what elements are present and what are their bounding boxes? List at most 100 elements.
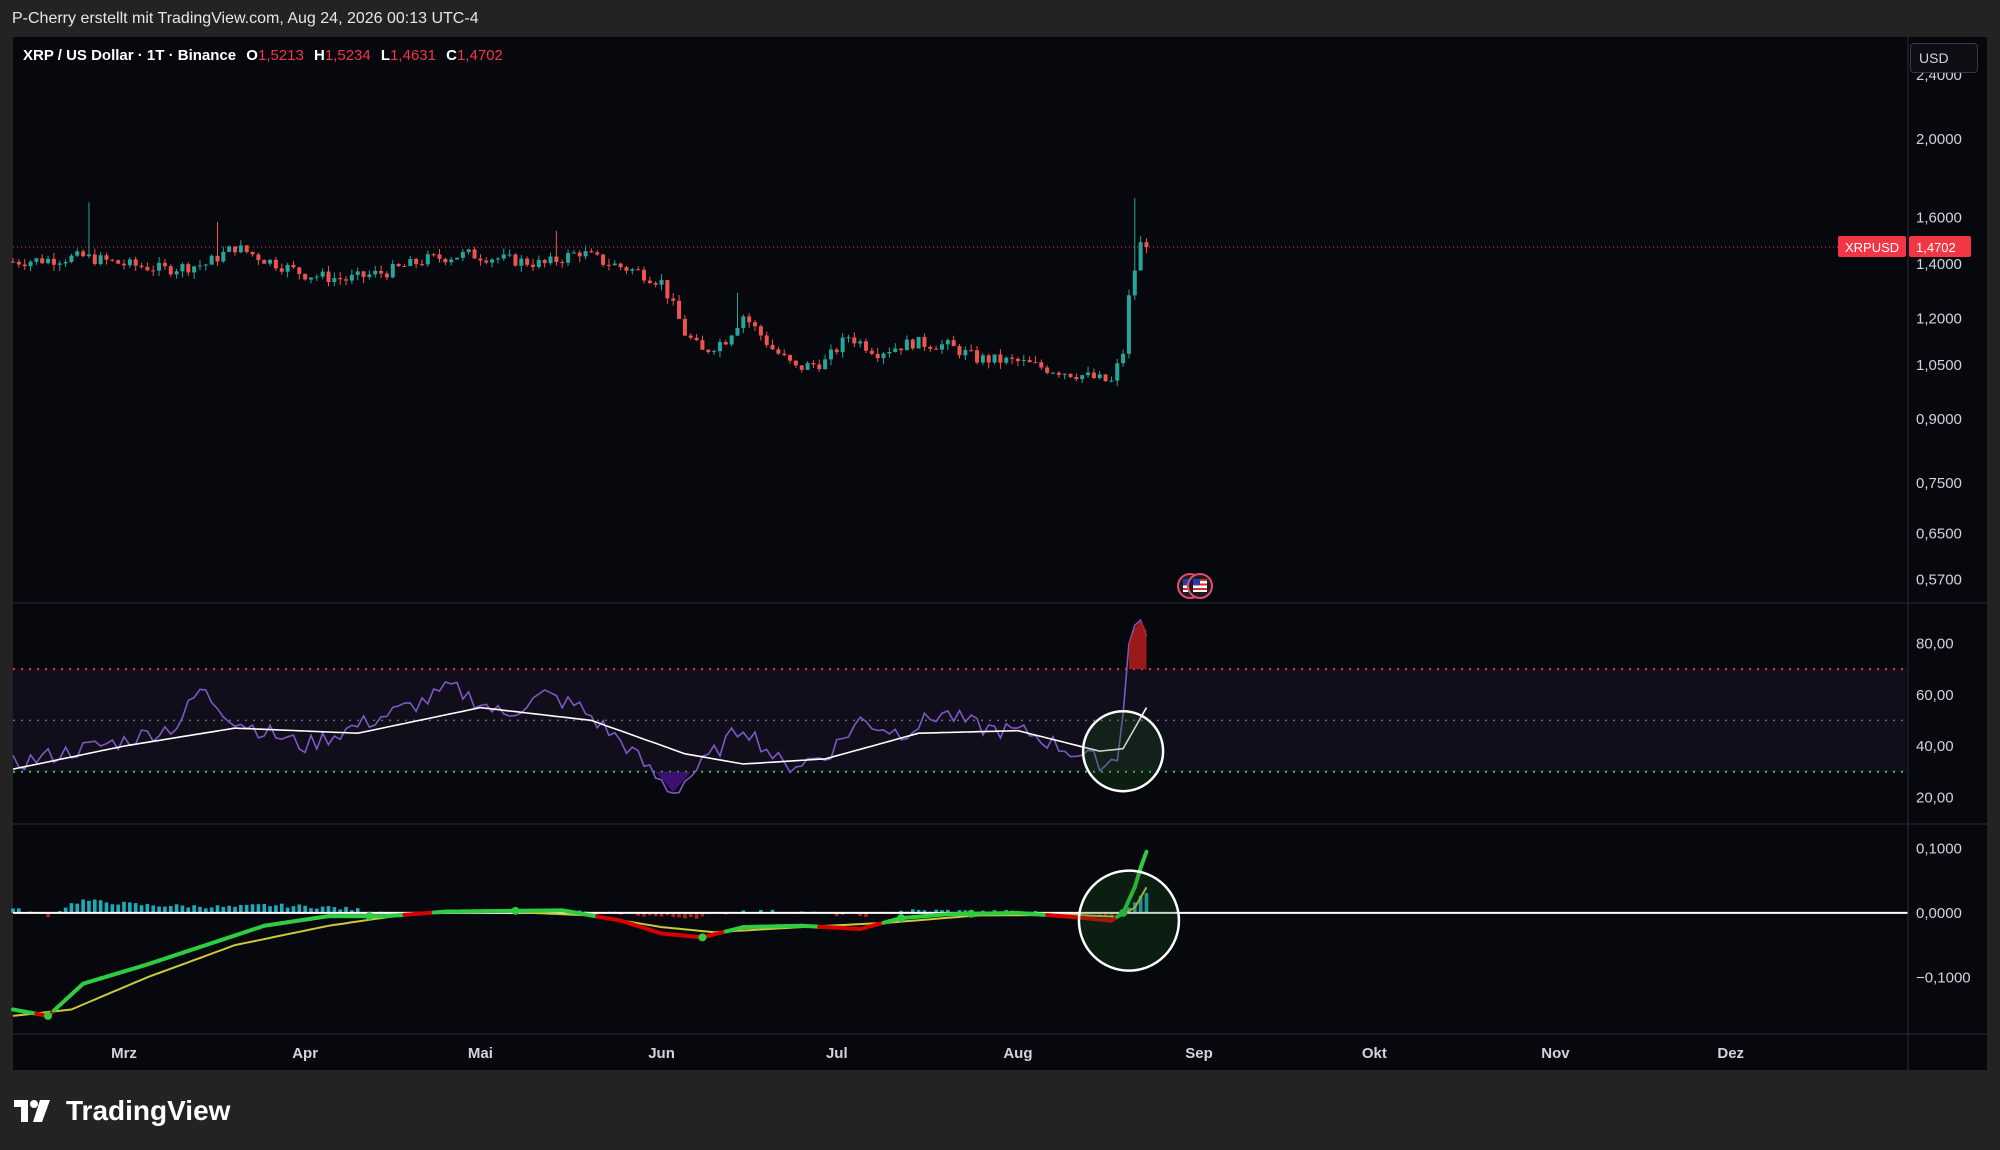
macd-histogram-bar <box>741 910 746 913</box>
price-tick-label: 0,7500 <box>1916 475 1962 492</box>
candle <box>753 322 758 327</box>
candle <box>238 245 243 253</box>
candle <box>986 355 991 363</box>
candle <box>770 344 775 350</box>
candle <box>484 260 489 263</box>
macd-cross-marker <box>698 933 707 942</box>
candle <box>449 259 454 263</box>
candle <box>747 316 752 323</box>
candle <box>221 251 226 262</box>
macd-histogram-bar <box>209 907 214 913</box>
candle <box>466 249 471 253</box>
us-flag-event-icon <box>1187 573 1213 599</box>
macd-histogram-bar <box>683 912 687 919</box>
macd-histogram-bar <box>69 903 74 913</box>
macd-histogram-bar <box>671 912 676 917</box>
candle <box>758 326 763 336</box>
macd-histogram-bar <box>320 906 325 913</box>
tradingview-logo[interactable]: TradingView <box>14 1095 230 1127</box>
symbol-title[interactable]: XRP / US Dollar · 1T · Binance <box>23 47 237 64</box>
candle <box>957 346 962 356</box>
macd-histogram-bar <box>250 904 255 913</box>
candle <box>793 360 798 366</box>
macd-histogram-bar <box>355 908 360 913</box>
candle <box>671 298 676 301</box>
currency-selector[interactable]: USD <box>1910 43 1978 73</box>
candle <box>279 268 284 272</box>
time-axis-label: Dez <box>1717 1045 1744 1062</box>
rsi-tick-label: 60,00 <box>1916 687 1954 704</box>
candle <box>1045 367 1050 373</box>
macd-histogram-bar <box>922 910 927 913</box>
candle <box>168 266 173 275</box>
candle <box>688 335 693 338</box>
macd-histogram-bar <box>98 900 103 913</box>
candle <box>828 349 833 360</box>
macd-histogram-bar <box>180 905 185 913</box>
macd-histogram-bar <box>659 912 664 917</box>
candle <box>887 352 892 354</box>
rsi-tick-label: 40,00 <box>1916 738 1954 755</box>
candle <box>104 255 109 260</box>
candle <box>659 280 664 285</box>
candle <box>980 355 985 363</box>
candle <box>81 251 86 257</box>
last-price-tag <box>1909 236 1971 258</box>
macd-histogram-bar <box>174 904 179 913</box>
macd-cross-marker <box>511 906 520 915</box>
macd-histogram-bar <box>198 906 202 913</box>
candle <box>776 349 781 354</box>
macd-histogram-bar <box>92 899 97 913</box>
low-value: 1,4631 <box>390 47 436 64</box>
candle <box>332 278 337 283</box>
macd-histogram-bar <box>899 910 903 913</box>
macd-histogram-bar <box>221 906 226 913</box>
rsi-tick-label: 20,00 <box>1916 789 1954 806</box>
chart-area[interactable] <box>13 37 1987 1070</box>
candle <box>379 270 384 274</box>
candle <box>139 265 144 267</box>
candle <box>460 252 465 258</box>
candle <box>373 270 378 275</box>
rsi-pane <box>12 618 1906 795</box>
candle <box>431 254 436 256</box>
candle <box>122 263 127 266</box>
candle <box>969 350 974 352</box>
macd-histogram-bar <box>11 908 15 913</box>
candle <box>326 271 331 283</box>
candle <box>606 264 611 266</box>
candle <box>151 270 156 272</box>
candle <box>22 264 27 267</box>
candle <box>268 259 273 264</box>
candle <box>589 251 594 253</box>
candle <box>11 261 15 263</box>
candle <box>939 344 944 350</box>
close-label: C <box>446 47 457 64</box>
rsi-oversold-fill <box>655 771 691 793</box>
candle <box>414 258 419 265</box>
candle <box>86 254 91 257</box>
macd-histogram-bar <box>128 902 132 913</box>
candle <box>945 340 950 345</box>
candle <box>910 339 915 349</box>
flag-canton <box>1183 579 1190 585</box>
time-axis-label: Mrz <box>111 1045 137 1062</box>
candle <box>881 353 886 359</box>
price-tick-label: 0,6500 <box>1916 525 1962 542</box>
high-label: H <box>314 47 325 64</box>
candle <box>530 264 535 267</box>
candle <box>998 354 1003 363</box>
symbol-header: XRP / US Dollar · 1T · Binance O1,5213 H… <box>23 47 503 64</box>
candle <box>69 255 74 263</box>
open-label: O <box>246 47 258 64</box>
macd-histogram-bar <box>344 906 348 913</box>
candle <box>799 365 804 370</box>
macd-histogram-bar <box>934 909 938 913</box>
macd-histogram-bar <box>303 905 307 913</box>
candle <box>717 342 722 352</box>
macd-histogram-bar <box>957 910 962 913</box>
candle <box>601 254 606 265</box>
candle <box>782 353 787 356</box>
candle <box>1068 373 1073 378</box>
